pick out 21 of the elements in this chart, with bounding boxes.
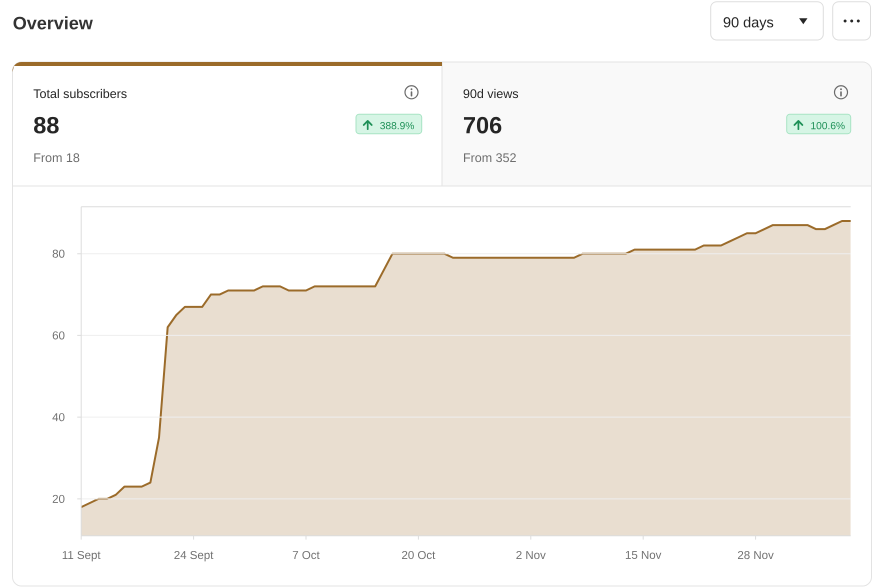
y-tick-label: 20 [52, 494, 64, 503]
text: 100.6% [811, 122, 845, 130]
x-tick-label: 7 Oct [292, 550, 320, 560]
text: From 18 [34, 153, 80, 162]
x-tick-label: 11 Sept [62, 550, 100, 562]
x-tick-label: 24 Sept [174, 550, 214, 562]
x-tick-label: 20 Oct [402, 550, 436, 560]
y-tick-label: 80 [52, 250, 64, 258]
text: 88 [34, 116, 59, 134]
x-tick-label: 15 Nov [626, 550, 662, 559]
x-tick-label: 2 Nov [516, 550, 546, 560]
y-tick-label: 60 [52, 331, 64, 340]
text: 90 days [724, 16, 774, 30]
text: 706 [464, 116, 502, 134]
text: From 352 [464, 153, 516, 162]
chart-title: Overview [14, 16, 93, 30]
text: 388.9% [380, 122, 414, 130]
y-tick-label: 40 [52, 413, 64, 422]
x-tick-label: 28 Nov [738, 550, 774, 560]
text: Total subscribers [34, 88, 127, 98]
text: 90d views [464, 88, 518, 98]
